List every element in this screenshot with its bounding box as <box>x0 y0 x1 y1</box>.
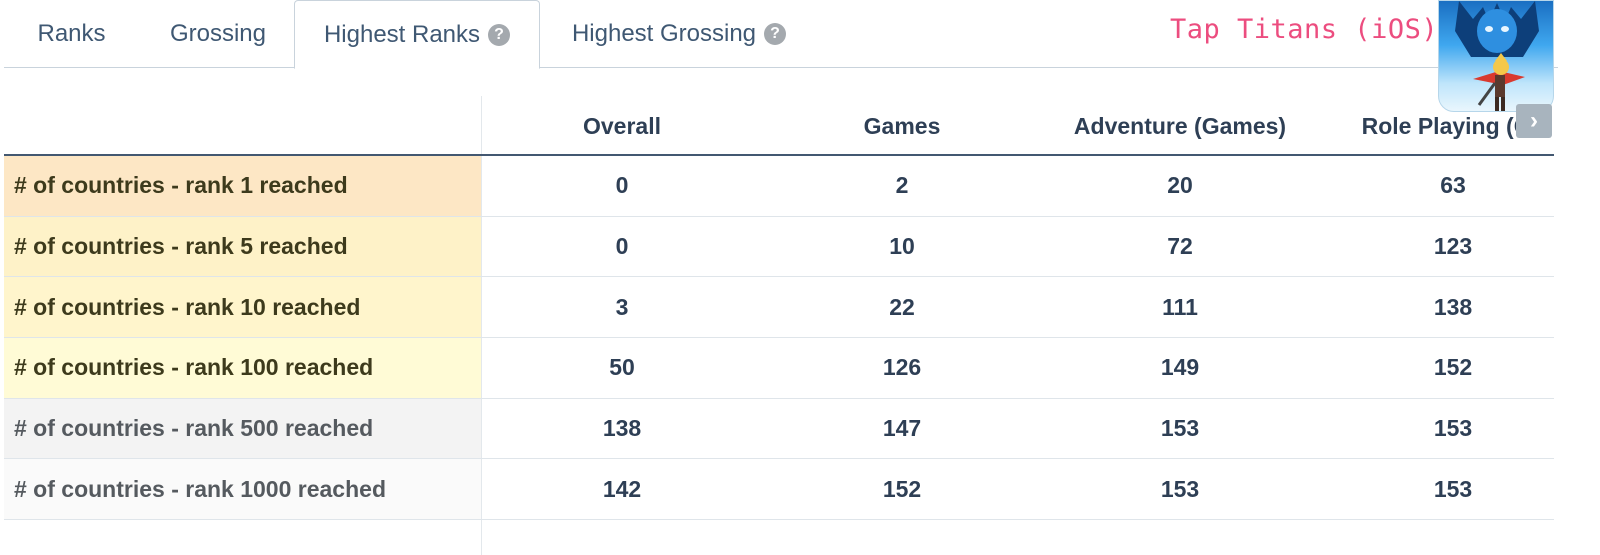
tab-label: Highest Ranks <box>323 20 481 48</box>
table-cell: 153 <box>1160 415 1200 442</box>
table-cell: 0 <box>615 233 629 260</box>
table-clip <box>1554 96 1600 555</box>
column-header-overall: Overall <box>583 112 661 139</box>
column-header-role-playing: Role Playing (Ga <box>1361 112 1545 139</box>
table-cell: 152 <box>882 475 922 502</box>
highest-ranks-table: Overall Games Adventure (Games) Role Pla… <box>4 96 1558 521</box>
table-row: # of countries - rank 100 reached 50 126 14… <box>4 338 1558 399</box>
table-cell: 20 <box>1167 172 1193 199</box>
tab-bar: Ranks Grossing Highest Ranks ? Highest G… <box>4 0 1558 69</box>
row-label: # of countries - rank 5 reached <box>4 216 481 277</box>
table-cell: 2 <box>895 172 909 199</box>
column-header-games: Games <box>863 112 941 139</box>
table-row: # of countries - rank 1000 reached 142 152… <box>4 459 1558 521</box>
table-cell: 0 <box>615 172 629 199</box>
tab-highest-ranks[interactable]: Highest Ranks ? <box>294 0 540 69</box>
scroll-right-button[interactable]: › <box>1516 104 1552 138</box>
table-cell: 142 <box>602 475 642 502</box>
row-label: # of countries - rank 1 reached <box>4 156 481 216</box>
table-row: # of countries - rank 1 reached 0 2 20 63 <box>4 156 1558 217</box>
table-cell: 153 <box>1433 415 1473 442</box>
tab-label: Highest Grossing <box>571 20 757 47</box>
tab-label: Ranks <box>37 20 106 47</box>
table-cell: 22 <box>889 293 915 320</box>
row-label: # of countries - rank 100 reached <box>4 338 481 398</box>
table-cell: 147 <box>882 415 922 442</box>
help-icon[interactable]: ? <box>764 23 787 45</box>
column-divider <box>481 96 482 555</box>
row-label: # of countries - rank 1000 reached <box>4 459 481 520</box>
help-icon[interactable]: ? <box>488 23 511 46</box>
table-cell: 111 <box>1162 293 1198 320</box>
table-cell: 10 <box>889 233 915 260</box>
table-cell: 50 <box>609 354 635 381</box>
table-row: # of countries - rank 5 reached 0 10 72 123 <box>4 216 1558 278</box>
table-cell: 3 <box>615 293 629 320</box>
tab-grossing[interactable]: Grossing <box>139 0 297 68</box>
table-cell: 72 <box>1167 233 1193 260</box>
table-cell: 126 <box>882 354 922 381</box>
table-cell: 138 <box>1433 293 1473 320</box>
row-label: # of countries - rank 10 reached <box>4 277 481 338</box>
table-cell: 63 <box>1440 172 1466 199</box>
app-title: Tap Titans (iOS) <box>1170 14 1439 45</box>
table-cell: 152 <box>1433 354 1473 381</box>
table-cell: 153 <box>1160 475 1200 502</box>
table-cell: 138 <box>602 415 642 442</box>
table-cell: 153 <box>1433 475 1473 502</box>
column-header-adventure: Adventure (Games) <box>1073 112 1287 139</box>
table-cell: 123 <box>1433 233 1473 260</box>
table-row: # of countries - rank 10 reached 3 22 111 13… <box>4 277 1558 339</box>
tab-label: Grossing <box>169 20 267 47</box>
table-row: # of countries - rank 500 reached 138 147 1… <box>4 398 1558 460</box>
table-header-row: Overall Games Adventure (Games) Role Pla… <box>4 96 1558 156</box>
tab-ranks[interactable]: Ranks <box>4 0 139 68</box>
row-label: # of countries - rank 500 reached <box>4 398 481 459</box>
titan-figure-icon <box>1455 1 1539 111</box>
app-icon <box>1438 0 1554 112</box>
tab-highest-grossing[interactable]: Highest Grossing ? <box>546 0 812 68</box>
table-cell: 149 <box>1160 354 1200 381</box>
